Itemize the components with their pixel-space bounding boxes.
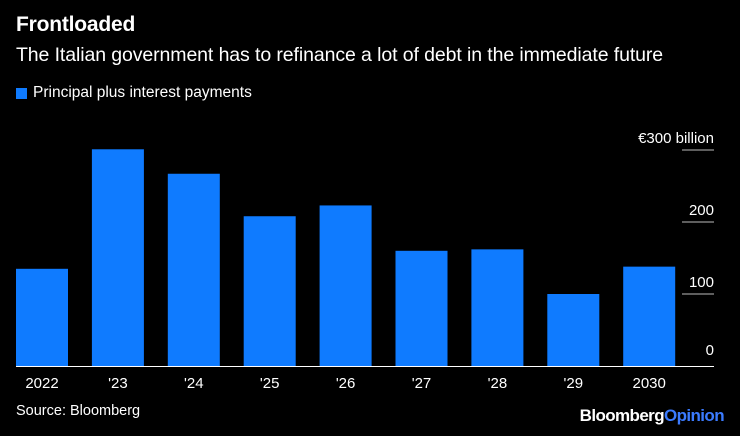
y-tick-label-2: 100: [689, 274, 714, 291]
x-tick-label-5: '27: [412, 375, 432, 392]
legend-swatch: [16, 87, 27, 99]
y-axis-ticks: €300 billion 200 100 0: [638, 130, 714, 359]
bar-8: [623, 266, 676, 366]
bar-3: [243, 216, 296, 366]
bloomberg-opinion-logo: BloombergOpinion: [579, 406, 725, 426]
x-tick-label-3: '25: [260, 375, 280, 392]
x-tick-label-6: '28: [488, 375, 508, 392]
x-tick-label-4: '26: [336, 375, 356, 392]
bar-2: [167, 173, 220, 366]
legend: Principal plus interest payments: [16, 84, 252, 102]
x-axis-labels: 2022 '23 '24 '25 '26 '27 '28 '29 2030: [25, 375, 666, 392]
x-tick-label-1: '23: [108, 375, 128, 392]
x-tick-label-8: 2030: [633, 375, 666, 392]
bar-1: [91, 149, 144, 366]
bar-5: [395, 250, 448, 366]
x-tick-label-2: '24: [184, 375, 204, 392]
x-tick-label-0: 2022: [25, 375, 58, 392]
legend-label: Principal plus interest payments: [33, 84, 252, 101]
y-tick-label-1: 200: [689, 202, 714, 219]
chart-subtitle: The Italian government has to refinance …: [16, 44, 664, 66]
brand-name: Bloomberg: [579, 406, 665, 425]
bar-6: [471, 249, 524, 366]
bar-0: [16, 268, 68, 366]
bars-group: [16, 149, 676, 366]
brand-section: Opinion: [663, 406, 725, 425]
y-tick-label-3: 0: [706, 342, 714, 359]
bar-7: [547, 294, 600, 366]
y-tick-label-0: €300 billion: [638, 130, 714, 147]
bar-4: [319, 205, 372, 366]
source-note: Source: Bloomberg: [16, 403, 141, 419]
chart-title: Frontloaded: [16, 13, 136, 36]
x-tick-label-7: '29: [564, 375, 584, 392]
